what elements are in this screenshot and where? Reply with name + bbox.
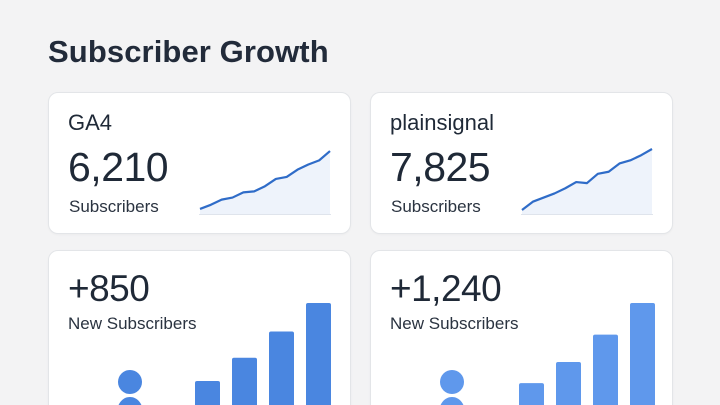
new-subscriber-label: New Subscribers: [390, 314, 519, 333]
source-name: GA4: [68, 110, 113, 135]
sparkline-area: [522, 149, 652, 215]
bar-4: [630, 303, 655, 405]
bar-3: [269, 331, 294, 405]
bar-2: [556, 362, 581, 405]
sparkline-line: [199, 150, 331, 210]
ga4-sparkline: [199, 150, 331, 215]
subscriber-count: 6,210: [68, 144, 169, 190]
ga4-card[interactable]: GA4 6,210 Subscribers: [48, 92, 351, 234]
plainsignal-new-subscribers-card[interactable]: +1,240 New Subscribers: [370, 250, 673, 405]
person-icon: [440, 370, 464, 405]
sparkline-area: [200, 151, 330, 215]
ga4-bar-chart: [195, 303, 331, 405]
sparkline-line: [521, 148, 653, 211]
plainsignal-card[interactable]: plainsignal 7,825 Subscribers: [370, 92, 673, 234]
new-subscriber-count: +850: [68, 268, 150, 309]
bar-3: [593, 334, 618, 405]
subscriber-count: 7,825: [390, 144, 491, 190]
bar-1: [519, 383, 544, 405]
new-subscriber-count: +1,240: [390, 268, 502, 309]
subscriber-label: Subscribers: [391, 197, 481, 216]
subscriber-label: Subscribers: [69, 197, 159, 216]
bar-1: [195, 380, 220, 405]
plainsignal-bar-chart: [519, 303, 655, 405]
new-subscriber-label: New Subscribers: [68, 314, 197, 333]
page-title: Subscriber Growth: [48, 34, 329, 69]
plainsignal-sparkline: [521, 148, 653, 215]
source-name: plainsignal: [390, 110, 494, 135]
ga4-new-subscribers-card[interactable]: +850 New Subscribers: [48, 250, 351, 405]
bar-2: [232, 357, 257, 405]
bar-4: [306, 303, 331, 405]
person-icon: [118, 370, 142, 405]
